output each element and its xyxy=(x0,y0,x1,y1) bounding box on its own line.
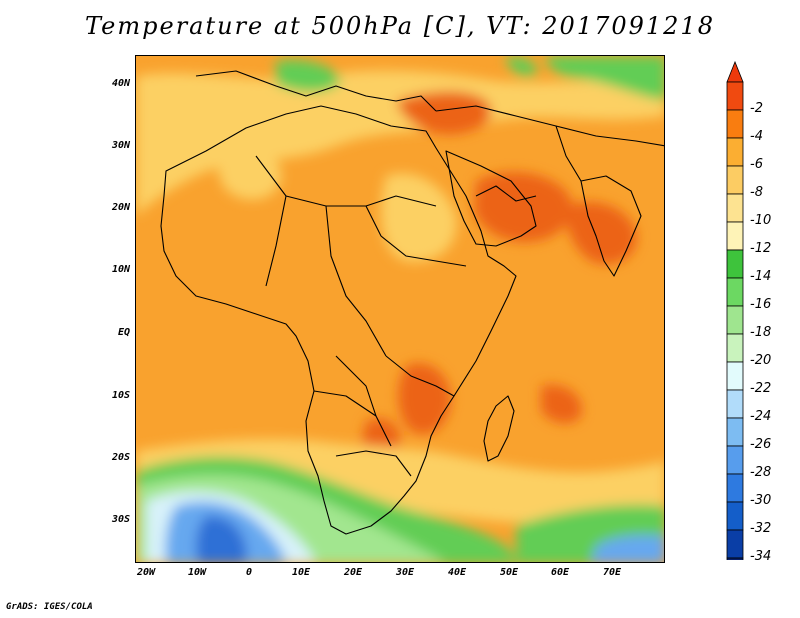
lat-label: 40N xyxy=(111,78,130,89)
lon-label: 70E xyxy=(602,567,622,578)
lon-label: 10E xyxy=(291,567,311,578)
color-bar-segment xyxy=(726,81,744,111)
lat-label: 30S xyxy=(111,514,130,525)
color-bar-label: -6 xyxy=(750,157,763,172)
color-bar-label: -14 xyxy=(750,269,772,284)
color-bar xyxy=(726,60,744,560)
color-bar-label: -16 xyxy=(750,297,772,312)
lon-label: 20W xyxy=(136,567,156,578)
lon-label: 20E xyxy=(343,567,363,578)
color-bar-label: -34 xyxy=(750,549,772,564)
color-bar-segment xyxy=(726,389,744,419)
lat-label: 20S xyxy=(111,452,130,463)
color-bar-label: -24 xyxy=(750,409,772,424)
color-bar-label: -32 xyxy=(750,521,772,536)
color-bar-segment xyxy=(726,165,744,195)
lon-label: 40E xyxy=(447,567,467,578)
color-bar-segment xyxy=(726,557,744,560)
lat-label: 10N xyxy=(111,264,130,275)
color-bar-segment xyxy=(726,193,744,223)
coastlines-and-borders xyxy=(160,70,664,535)
lat-label: 30N xyxy=(111,140,130,151)
color-bar-label: -28 xyxy=(750,465,772,480)
color-bar-segment xyxy=(726,529,744,559)
color-bar-segment xyxy=(726,333,744,363)
color-bar-segment xyxy=(726,137,744,167)
color-bar-segment xyxy=(726,221,744,251)
color-bar-label: -26 xyxy=(750,437,772,452)
lon-label: 50E xyxy=(499,567,519,578)
temperature-map xyxy=(136,56,664,562)
lat-label: EQ xyxy=(117,327,130,338)
color-bar-segment xyxy=(726,501,744,531)
color-bar-label: -20 xyxy=(750,353,772,368)
color-bar-segment xyxy=(726,445,744,475)
color-bar-label: -2 xyxy=(750,101,763,116)
lat-label: 10S xyxy=(111,390,130,401)
color-bar-segment xyxy=(726,249,744,279)
map-frame xyxy=(135,55,665,563)
lon-label: 0 xyxy=(245,567,253,578)
map-title: Temperature at 500hPa [C], VT: 201709121… xyxy=(85,12,715,40)
color-bar-label: -18 xyxy=(750,325,772,340)
lon-label: 30E xyxy=(395,567,415,578)
lon-label: 10W xyxy=(187,567,207,578)
lat-label: 20N xyxy=(111,202,130,213)
color-bar-top-arrow xyxy=(726,60,744,83)
color-bar-label: -30 xyxy=(750,493,772,508)
color-bar-label: -4 xyxy=(750,129,763,144)
grads-credit: GrADS: IGES/COLA xyxy=(6,602,93,612)
color-bar-label: -8 xyxy=(750,185,763,200)
color-bar-segment xyxy=(726,417,744,447)
color-bar-segment xyxy=(726,305,744,335)
color-bar-label: -12 xyxy=(750,241,772,256)
color-bar-label: -10 xyxy=(750,213,772,228)
color-bar-segment xyxy=(726,109,744,139)
color-bar-segment xyxy=(726,277,744,307)
color-bar-label: -22 xyxy=(750,381,772,396)
color-bar-segment xyxy=(726,361,744,391)
lon-label: 60E xyxy=(550,567,570,578)
color-bar-segment xyxy=(726,473,744,503)
